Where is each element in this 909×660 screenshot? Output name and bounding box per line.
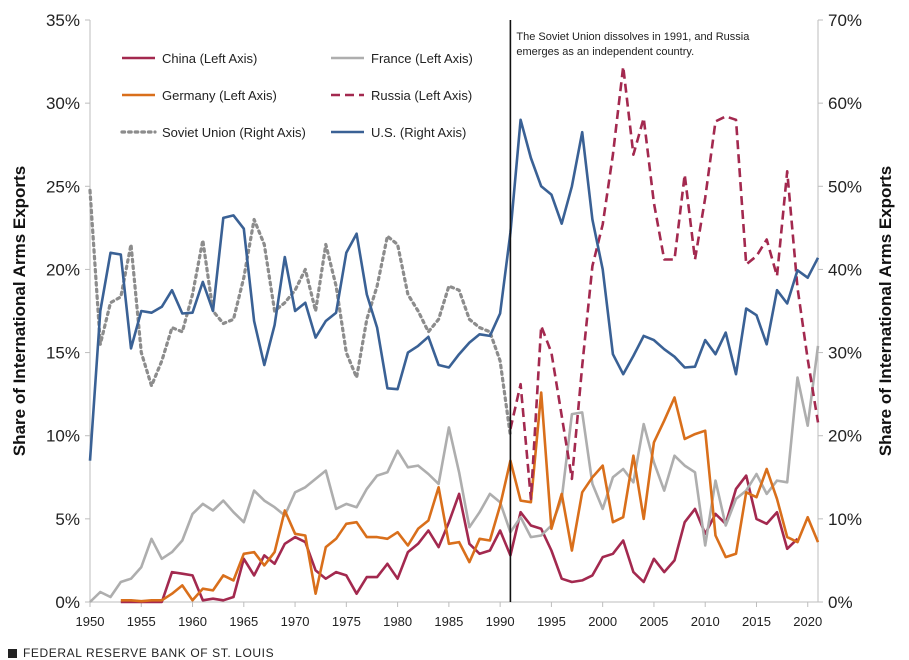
annotation-text-line: The Soviet Union dissolves in 1991, and …: [516, 31, 750, 43]
right-tick-label: 70%: [828, 11, 862, 30]
x-tick-label: 2010: [691, 614, 720, 629]
x-tick-label: 1995: [537, 614, 566, 629]
right-tick-label: 20%: [828, 427, 862, 446]
legend-label: U.S. (Right Axis): [371, 125, 466, 140]
series-line-soviet-union: [88, 188, 512, 438]
legend-label: France (Left Axis): [371, 51, 473, 66]
right-tick-label: 60%: [828, 94, 862, 113]
left-axis-title: Share of International Arms Exports: [10, 166, 29, 456]
legend-label: Russia (Left Axis): [371, 88, 472, 103]
series-line-france: [89, 345, 820, 603]
right-tick-label: 10%: [828, 510, 862, 529]
x-tick-label: 1950: [76, 614, 105, 629]
axis-labels: 0% 5% 10% 15% 20% 25% 30% 35% 0% 10% 20% 30% 40% 50% 6…: [10, 11, 895, 629]
left-tick-label: 10%: [46, 427, 80, 446]
right-tick-label: 0%: [828, 593, 853, 612]
x-tick-label: 2020: [793, 614, 822, 629]
right-axis-title: Share of International Arms Exports: [876, 166, 895, 456]
legend: China (Left Axis) France (Left Axis) Germa…: [120, 51, 473, 140]
series-lines: [88, 65, 820, 604]
annotation-text-line: emerges as an independent country.: [516, 46, 694, 58]
x-tick-label: 1980: [383, 614, 412, 629]
legend-label: Soviet Union (Right Axis): [162, 125, 306, 140]
left-tick-label: 20%: [46, 260, 80, 279]
x-tick-label: 2015: [742, 614, 771, 629]
x-tick-label: 1960: [178, 614, 207, 629]
series-line-germany: [120, 391, 820, 603]
right-tick-label: 40%: [828, 260, 862, 279]
x-tick-label: 1955: [127, 614, 156, 629]
annotation: The Soviet Union dissolves in 1991, and …: [509, 20, 750, 602]
series-line-russia: [509, 65, 820, 501]
x-tick-label: 2005: [639, 614, 668, 629]
x-tick-label: 2000: [588, 614, 617, 629]
left-tick-label: 0%: [55, 593, 80, 612]
x-tick-label: 1975: [332, 614, 361, 629]
footer-square-icon: [8, 648, 17, 658]
series-line-u-s-: [88, 118, 820, 461]
left-tick-label: 5%: [55, 510, 80, 529]
left-tick-label: 25%: [46, 177, 80, 196]
footer-source-text: FEDERAL RESERVE BANK OF ST. LOUIS: [23, 646, 275, 660]
x-tick-label: 1985: [434, 614, 463, 629]
x-tick-label: 1965: [229, 614, 258, 629]
footer-source: FEDERAL RESERVE BANK OF ST. LOUIS: [8, 646, 274, 660]
left-tick-label: 15%: [46, 344, 80, 363]
left-tick-label: 30%: [46, 94, 80, 113]
x-tick-label: 1990: [486, 614, 515, 629]
right-tick-label: 30%: [828, 344, 862, 363]
left-tick-label: 35%: [46, 11, 80, 30]
legend-label: Germany (Left Axis): [162, 88, 277, 103]
legend-label: China (Left Axis): [162, 51, 257, 66]
series-line-china: [120, 474, 799, 604]
x-tick-label: 1970: [281, 614, 310, 629]
axes-frame: [85, 19, 823, 607]
right-tick-label: 50%: [828, 177, 862, 196]
